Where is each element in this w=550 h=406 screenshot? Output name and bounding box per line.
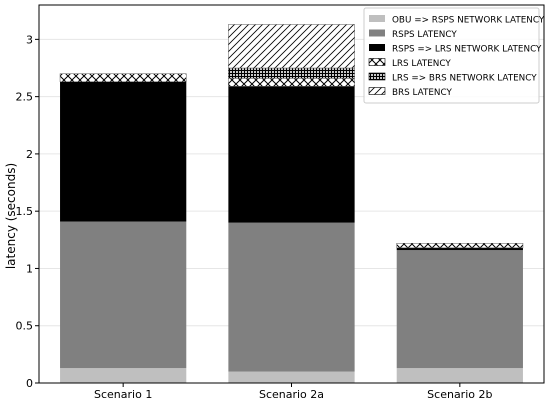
legend-swatch bbox=[369, 15, 385, 22]
bar-segment bbox=[228, 67, 355, 79]
bar-segment bbox=[60, 81, 187, 222]
bars-layer bbox=[59, 24, 524, 383]
bar-segment bbox=[228, 78, 355, 87]
legend-label: BRS LATENCY bbox=[392, 88, 452, 98]
legend: OBU => RSPS NETWORK LATENCY RSPS LATENCY R… bbox=[363, 7, 545, 104]
y-tick-label: 2.5 bbox=[16, 91, 34, 104]
tick-labels-layer: 0 0.5 1 1.5 2 2.5 3 Scenario 1 Scenario 2a Scenar… bbox=[16, 33, 493, 401]
bar-segment bbox=[228, 222, 355, 372]
y-tick-label: 0.5 bbox=[16, 320, 34, 333]
y-axis-label: latency (seconds) bbox=[4, 163, 18, 269]
bar-segment bbox=[228, 86, 355, 223]
legend-swatch bbox=[368, 72, 386, 81]
bar-segment bbox=[228, 24, 355, 69]
bar-segment bbox=[396, 250, 523, 369]
y-tick-label: 2 bbox=[26, 148, 33, 161]
legend-swatch bbox=[369, 44, 385, 51]
y-tick-label: 0 bbox=[26, 377, 33, 390]
x-tick-label: Scenario 2a bbox=[259, 388, 324, 401]
bar-segment bbox=[59, 73, 187, 82]
legend-label: LRS LATENCY bbox=[392, 59, 451, 69]
y-tick-label: 1 bbox=[26, 262, 33, 275]
legend-box bbox=[363, 7, 540, 104]
legend-label: OBU => RSPS NETWORK LATENCY bbox=[392, 16, 545, 26]
axes-layer bbox=[35, 4, 545, 387]
legend-label: LRS => BRS NETWORK LATENCY bbox=[392, 74, 537, 84]
y-tick-label: 1.5 bbox=[16, 205, 34, 218]
legend-swatch bbox=[368, 87, 386, 95]
plot-frame bbox=[38, 4, 545, 384]
legend-swatch bbox=[369, 29, 385, 37]
legend-swatch bbox=[368, 58, 386, 66]
bar-segment bbox=[396, 247, 523, 251]
x-tick-label: Scenario 2b bbox=[427, 388, 492, 401]
bar-segment bbox=[228, 371, 355, 383]
x-tick-label: Scenario 1 bbox=[94, 388, 152, 401]
y-tick-label: 3 bbox=[26, 33, 33, 46]
bar-segment bbox=[396, 368, 523, 383]
legend-label: RSPS => LRS NETWORK LATENCY bbox=[392, 45, 542, 55]
bar-segment bbox=[60, 221, 187, 369]
legend-label: RSPS LATENCY bbox=[392, 30, 457, 40]
bar-segment bbox=[60, 368, 187, 383]
bar-segment bbox=[396, 243, 524, 249]
